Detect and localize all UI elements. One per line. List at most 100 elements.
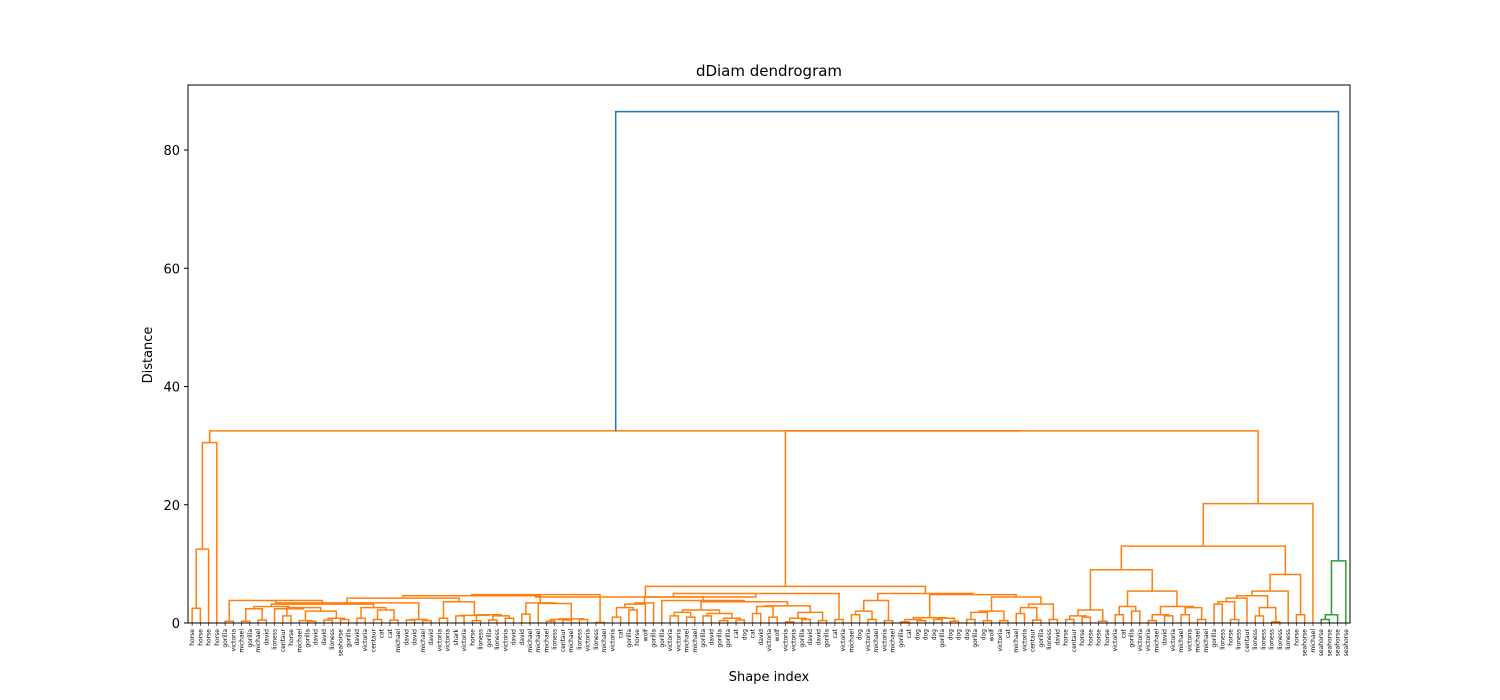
leaf-label-10: lioness bbox=[272, 629, 279, 650]
dendrogram-link-96 bbox=[1019, 606, 1038, 621]
dendrogram-link-108 bbox=[1130, 610, 1141, 623]
dendrogram-link-139 bbox=[614, 110, 1340, 561]
leaf-label-7: gorilla bbox=[247, 629, 254, 648]
chart-title: dDiam dendrogram bbox=[696, 62, 842, 80]
y-axis: 0 20 40 60 80 bbox=[163, 144, 188, 632]
leaf-label-50: michael bbox=[601, 629, 608, 653]
dendrogram-link-82 bbox=[900, 621, 910, 623]
dendrogram-link-67 bbox=[801, 618, 811, 623]
dendrogram-link-38 bbox=[521, 613, 531, 623]
dendrogram-link-138 bbox=[1330, 560, 1347, 623]
leaf-label-112: victoria bbox=[1112, 629, 1119, 652]
leaf-label-45: centaur bbox=[560, 628, 567, 652]
dendrogram-link-10 bbox=[323, 619, 333, 623]
leaf-label-36: gorilla bbox=[486, 629, 493, 648]
leaf-label-76: david bbox=[815, 629, 822, 646]
leaf-label-85: michael bbox=[890, 629, 897, 653]
leaf-label-57: gorilla bbox=[659, 629, 666, 648]
leaf-label-124: gorilla bbox=[1211, 629, 1218, 648]
leaf-label-96: dog bbox=[980, 629, 987, 640]
leaf-label-74: gorilla bbox=[799, 629, 806, 648]
dendrogram-link-42 bbox=[578, 618, 589, 623]
leaf-label-137: seahorse bbox=[1318, 629, 1325, 657]
dendrogram-link-128 bbox=[1295, 613, 1306, 623]
leaf-label-47: lioness bbox=[576, 629, 583, 650]
leaf-label-32: shark bbox=[453, 628, 460, 645]
dendrogram-link-45 bbox=[525, 602, 556, 615]
leaf-label-58: victoria bbox=[667, 629, 674, 652]
leaf-label-106: horse bbox=[1063, 629, 1070, 646]
leaf-label-56: gorilla bbox=[651, 629, 658, 648]
leaf-label-101: victoria bbox=[1021, 629, 1028, 652]
leaf-label-97: wolf bbox=[989, 628, 996, 641]
leaf-label-123: michael bbox=[1203, 629, 1210, 653]
leaf-label-44: lioness bbox=[552, 629, 559, 650]
dendrogram-link-97 bbox=[1048, 618, 1059, 623]
dendrogram-link-7 bbox=[282, 615, 292, 623]
leaf-label-1: horse bbox=[197, 629, 204, 646]
leaf-label-129: lioness bbox=[1252, 629, 1259, 650]
leaf-label-17: lioness bbox=[329, 629, 336, 650]
leaf-label-104: lioness bbox=[1046, 629, 1053, 650]
leaf-label-115: victoria bbox=[1137, 629, 1144, 652]
leaf-label-61: michael bbox=[692, 629, 699, 653]
leaf-label-99: cat bbox=[1005, 628, 1012, 638]
dendrogram-link-0 bbox=[191, 607, 202, 623]
dendrogram-link-18 bbox=[372, 618, 383, 623]
leaf-label-53: gorilla bbox=[626, 629, 633, 648]
dendrogram-link-78 bbox=[867, 618, 877, 623]
dendrogram-link-113 bbox=[1180, 613, 1191, 623]
dendrogram-link-100 bbox=[928, 593, 1017, 618]
leaf-label-113: cat bbox=[1120, 628, 1127, 638]
leaf-label-128: centaur bbox=[1244, 628, 1251, 652]
leaf-label-63: david bbox=[708, 629, 715, 646]
dendrogram-link-102 bbox=[1064, 618, 1075, 623]
leaf-label-114: gorilla bbox=[1129, 629, 1136, 648]
leaf-label-127: lioness bbox=[1236, 629, 1243, 650]
leaf-label-88: dog bbox=[914, 629, 921, 640]
y-tick-label-2: 40 bbox=[163, 381, 180, 396]
leaf-label-70: victoria bbox=[766, 629, 773, 652]
leaf-label-111: horse bbox=[1104, 629, 1111, 646]
leaf-label-64: gorilla bbox=[717, 629, 724, 648]
dendrogram-link-120 bbox=[1229, 618, 1240, 623]
leaf-label-24: cat bbox=[387, 628, 394, 638]
leaf-label-59: victoria bbox=[675, 629, 682, 652]
leaf-label-27: david bbox=[412, 629, 419, 646]
leaf-label-22: centaur bbox=[370, 628, 377, 652]
leaf-label-120: michael bbox=[1178, 629, 1185, 653]
leaf-label-118: david bbox=[1162, 629, 1169, 646]
dendrogram-link-132 bbox=[534, 593, 757, 598]
dendrogram-link-41 bbox=[549, 618, 568, 622]
leaf-label-49: lioness bbox=[593, 629, 600, 650]
leaf-label-116: victoria bbox=[1145, 629, 1152, 652]
leaf-label-93: dog bbox=[956, 629, 963, 640]
dendrogram-link-61 bbox=[706, 612, 733, 619]
dendrogram-link-13 bbox=[304, 610, 338, 621]
leaf-label-8: michael bbox=[255, 629, 262, 653]
dendrogram-link-63 bbox=[751, 612, 762, 623]
leaf-label-136: michael bbox=[1310, 629, 1317, 653]
dendrogram-link-134 bbox=[784, 430, 1259, 587]
leaf-label-3: horse bbox=[214, 629, 221, 646]
dendrogram-link-107 bbox=[1114, 613, 1125, 623]
leaf-label-109: horse bbox=[1087, 629, 1094, 646]
leaf-label-73: victoria bbox=[791, 629, 798, 652]
leaf-label-140: seahorse bbox=[1343, 629, 1350, 657]
dendrogram-link-118 bbox=[1089, 569, 1153, 610]
dendrogram-link-95 bbox=[1031, 619, 1042, 623]
dendrogram-link-85 bbox=[933, 618, 943, 623]
leaf-label-69: david bbox=[758, 629, 765, 646]
dendrogram-link-101 bbox=[877, 592, 974, 601]
leaf-label-16: david bbox=[321, 629, 328, 646]
dendrogram-link-114 bbox=[1196, 618, 1207, 623]
dendrogram-link-115 bbox=[1184, 606, 1203, 620]
leaf-label-42: michael bbox=[535, 629, 542, 653]
leaf-label-83: michael bbox=[873, 629, 880, 653]
leaf-label-125: lioness bbox=[1219, 629, 1226, 650]
leaf-label-12: horse bbox=[288, 629, 295, 646]
leaf-label-107: centaur bbox=[1071, 628, 1078, 652]
leaf-label-19: gorilla bbox=[346, 629, 353, 648]
leaf-label-87: cat bbox=[906, 628, 913, 638]
